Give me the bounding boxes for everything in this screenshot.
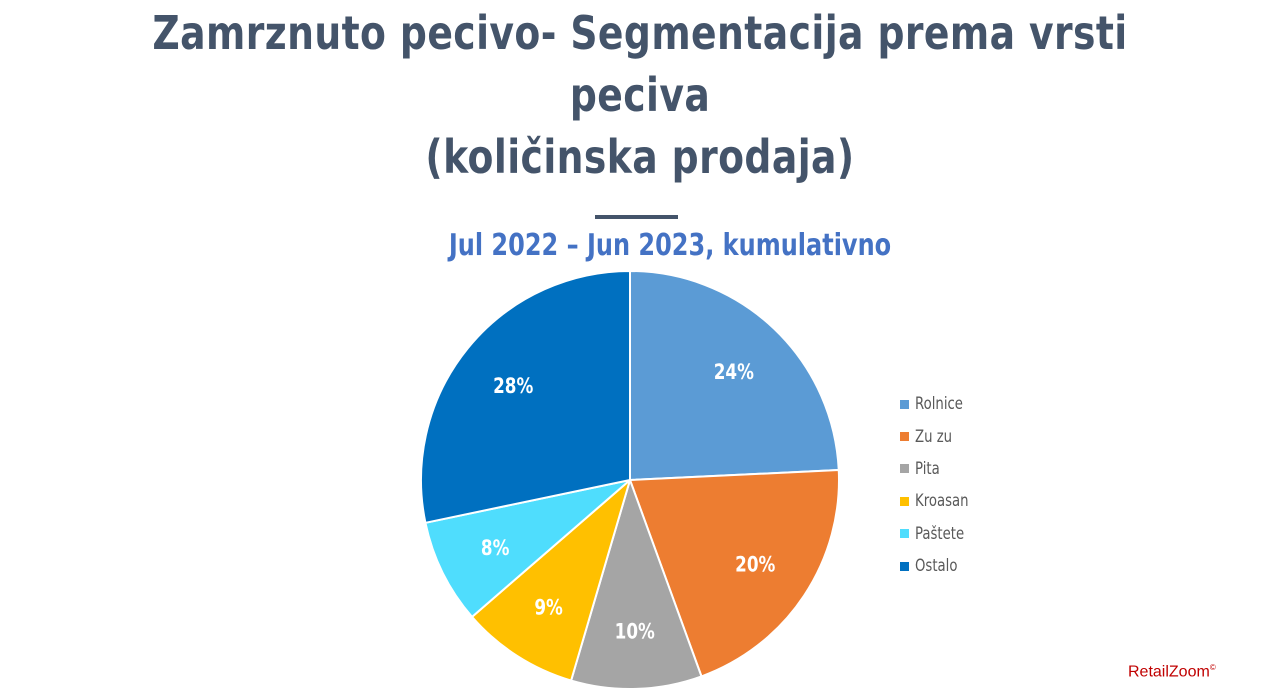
legend-item-rolnice: Rolnice <box>900 388 1060 420</box>
chart-subtitle: Jul 2022 – Jun 2023, kumulativno <box>448 228 892 263</box>
title-line-1: Zamrznuto pecivo- Segmentacija prema vrs… <box>152 6 1128 122</box>
legend-label: Kroasan <box>915 491 969 512</box>
chart-main-title: Zamrznuto pecivo- Segmentacija prema vrs… <box>115 2 1165 188</box>
legend-label: Zu zu <box>915 426 953 447</box>
legend-item-ostalo: Ostalo <box>900 550 1060 582</box>
legend-item-kroasan: Kroasan <box>900 485 1060 517</box>
legend-label: Rolnice <box>915 394 963 415</box>
data-label-pa-tete: 8% <box>481 536 510 560</box>
pie-slice-pa-tete <box>424 479 631 618</box>
data-label-rolnice: 24% <box>714 360 754 384</box>
title-line-2: (količinska prodaja) <box>425 130 855 184</box>
legend-item-zu-zu: Zu zu <box>900 420 1060 452</box>
legend-label: Ostalo <box>915 556 958 577</box>
legend-label: Pita <box>915 458 940 479</box>
pie-slice-pita <box>570 479 703 690</box>
data-label-zu-zu: 20% <box>735 553 775 577</box>
chart-legend: Rolnice Zu zu Pita Kroasan Paštete Ostalo <box>900 388 1060 582</box>
legend-swatch <box>900 464 909 474</box>
data-label-kroasan: 9% <box>534 596 563 620</box>
data-label-ostalo: 28% <box>493 374 533 398</box>
legend-swatch <box>900 561 909 571</box>
retailzoom-logo: RetailZoom© <box>1128 663 1216 681</box>
title-accent-bar <box>595 215 678 219</box>
legend-swatch <box>900 432 909 442</box>
pie-slice-kroasan <box>471 479 631 682</box>
pie-slice-zu-zu <box>629 469 840 678</box>
legend-swatch <box>900 399 909 409</box>
legend-item-pita: Pita <box>900 453 1060 485</box>
pie-slice-ostalo <box>420 270 631 524</box>
data-label-pita: 10% <box>615 620 655 644</box>
legend-label: Paštete <box>915 523 965 544</box>
legend-swatch <box>900 496 909 506</box>
legend-item-pa-tete: Paštete <box>900 518 1060 550</box>
pie-slice-rolnice <box>629 270 840 481</box>
legend-swatch <box>900 529 909 539</box>
